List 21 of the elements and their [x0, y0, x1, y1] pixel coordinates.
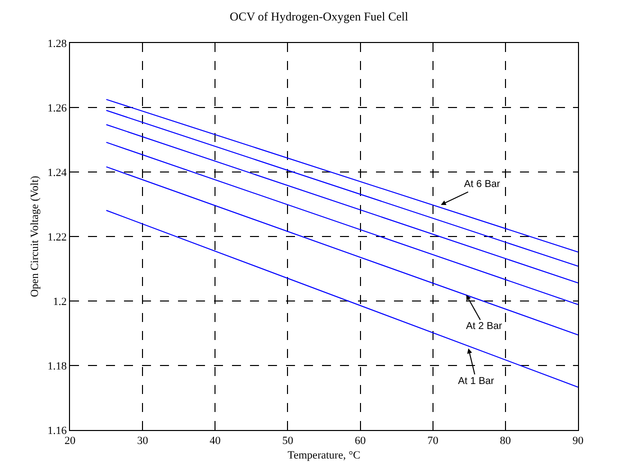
y-tick-label: 1.28 [48, 38, 68, 50]
x-tick-label: 20 [64, 435, 76, 448]
x-tick-label: 80 [500, 435, 512, 448]
x-tick-label: 50 [282, 435, 294, 448]
y-axis-title: Open Circuit Voltage (Volt) [29, 176, 42, 298]
x-tick-label: 70 [427, 435, 439, 448]
y-tick-label: 1.18 [48, 360, 68, 372]
x-tick-label: 60 [354, 435, 366, 448]
y-tick-label: 1.22 [48, 231, 67, 244]
x-tick-label: 40 [210, 435, 222, 448]
x-axis-title: Temperature, °C [288, 449, 360, 462]
y-tick-label: 1.16 [48, 424, 68, 437]
chart-title: OCV of Hydrogen-Oxygen Fuel Cell [230, 9, 409, 24]
annotation: At 1 Bar [458, 376, 495, 387]
y-tick-label: 1.2 [53, 296, 67, 308]
annotation: At 2 Bar [466, 321, 503, 332]
y-tick-label: 1.26 [48, 102, 68, 114]
x-tick-label: 30 [137, 435, 149, 448]
y-tick-label: 1.24 [48, 166, 68, 179]
x-tick-label: 90 [572, 435, 584, 448]
annotation: At 6 Bar [464, 179, 501, 190]
